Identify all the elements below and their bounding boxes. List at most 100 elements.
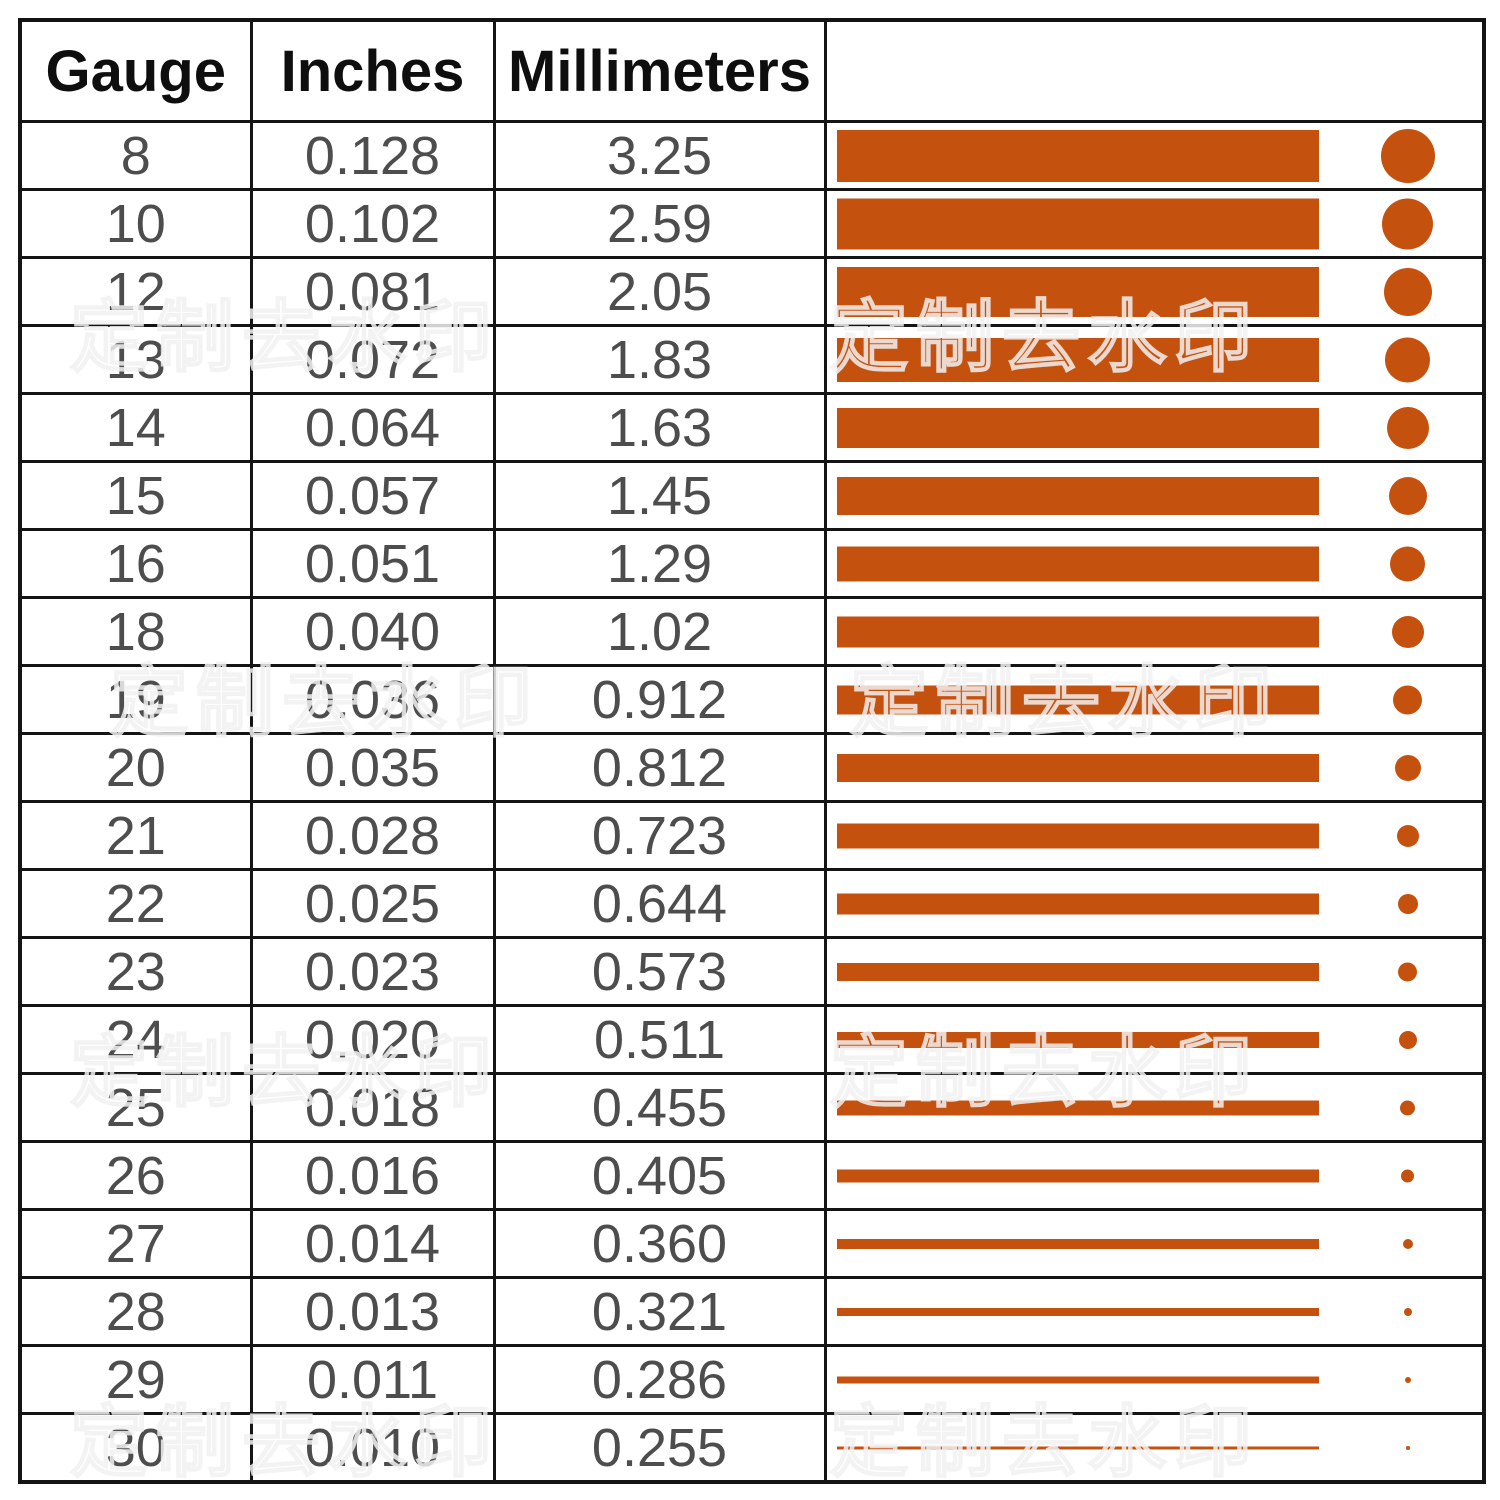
wire-cross-section-dot bbox=[1393, 685, 1422, 714]
gauge-cell: 22 bbox=[18, 868, 253, 939]
table-row: 20 0.035 0.812 bbox=[18, 732, 1486, 803]
wire-visual-cell bbox=[823, 1412, 1486, 1484]
wire-cross-section-dot bbox=[1388, 476, 1427, 515]
table-body: 8 0.128 3.25 10 0.102 2.59 12 0.081 2.05 13 0.072 1… bbox=[18, 120, 1486, 1484]
inches-cell: 0.023 bbox=[249, 936, 496, 1007]
inches-cell: 0.072 bbox=[249, 324, 496, 395]
wire-visual-cell bbox=[823, 392, 1486, 463]
table-row: 22 0.025 0.644 bbox=[18, 868, 1486, 939]
inches-cell: 0.040 bbox=[249, 596, 496, 667]
gauge-cell: 15 bbox=[18, 460, 253, 531]
table-row: 28 0.013 0.321 bbox=[18, 1276, 1486, 1347]
wire-thickness-bar bbox=[836, 1100, 1319, 1115]
millimeters-cell: 1.45 bbox=[492, 460, 827, 531]
wire-visual-cell bbox=[823, 1208, 1486, 1279]
table-row: 13 0.072 1.83 bbox=[18, 324, 1486, 395]
inches-cell: 0.128 bbox=[249, 120, 496, 191]
header-row: Gauge Inches Millimeters bbox=[18, 18, 1486, 123]
wire-thickness-bar bbox=[836, 1446, 1319, 1449]
millimeters-cell: 2.59 bbox=[492, 188, 827, 259]
inches-cell: 0.014 bbox=[249, 1208, 496, 1279]
header-visual bbox=[823, 18, 1486, 123]
table-row: 19 0.036 0.912 bbox=[18, 664, 1486, 735]
table-row: 29 0.011 0.286 bbox=[18, 1344, 1486, 1415]
wire-thickness-bar bbox=[836, 1307, 1319, 1316]
wire-cross-section-dot bbox=[1398, 962, 1417, 981]
inches-cell: 0.064 bbox=[249, 392, 496, 463]
millimeters-cell: 0.286 bbox=[492, 1344, 827, 1415]
wire-visual-cell bbox=[823, 596, 1486, 667]
wire-visual-cell bbox=[823, 460, 1486, 531]
wire-cross-section-dot bbox=[1402, 1238, 1413, 1249]
millimeters-cell: 0.812 bbox=[492, 732, 827, 803]
wire-visual-cell bbox=[823, 868, 1486, 939]
wire-visual-cell bbox=[823, 324, 1486, 395]
millimeters-cell: 0.511 bbox=[492, 1004, 827, 1075]
wire-cross-section-dot bbox=[1382, 198, 1433, 249]
millimeters-cell: 1.63 bbox=[492, 392, 827, 463]
table-row: 10 0.102 2.59 bbox=[18, 188, 1486, 259]
inches-cell: 0.081 bbox=[249, 256, 496, 327]
wire-visual-cell bbox=[823, 1140, 1486, 1211]
table-row: 8 0.128 3.25 bbox=[18, 120, 1486, 191]
wire-cross-section-dot bbox=[1400, 1100, 1415, 1115]
table-row: 26 0.016 0.405 bbox=[18, 1140, 1486, 1211]
gauge-cell: 23 bbox=[18, 936, 253, 1007]
wire-visual-cell bbox=[823, 120, 1486, 191]
wire-visual-cell bbox=[823, 664, 1486, 735]
millimeters-cell: 0.360 bbox=[492, 1208, 827, 1279]
millimeters-cell: 1.29 bbox=[492, 528, 827, 599]
wire-cross-section-dot bbox=[1385, 337, 1430, 382]
millimeters-cell: 0.644 bbox=[492, 868, 827, 939]
gauge-cell: 27 bbox=[18, 1208, 253, 1279]
millimeters-cell: 2.05 bbox=[492, 256, 827, 327]
wire-cross-section-dot bbox=[1397, 893, 1418, 914]
wire-cross-section-dot bbox=[1390, 546, 1425, 581]
header-inches: Inches bbox=[249, 18, 496, 123]
millimeters-cell: 1.02 bbox=[492, 596, 827, 667]
wire-cross-section-dot bbox=[1396, 824, 1419, 847]
wire-visual-cell bbox=[823, 528, 1486, 599]
table-row: 16 0.051 1.29 bbox=[18, 528, 1486, 599]
inches-cell: 0.020 bbox=[249, 1004, 496, 1075]
wire-cross-section-dot bbox=[1383, 267, 1432, 316]
table-row: 12 0.081 2.05 bbox=[18, 256, 1486, 327]
wire-visual-cell bbox=[823, 800, 1486, 871]
gauge-cell: 24 bbox=[18, 1004, 253, 1075]
gauge-cell: 28 bbox=[18, 1276, 253, 1347]
wire-visual-cell bbox=[823, 1276, 1486, 1347]
wire-cross-section-dot bbox=[1398, 1030, 1417, 1049]
wire-thickness-bar bbox=[836, 616, 1319, 647]
wire-thickness-bar bbox=[836, 753, 1319, 782]
wire-cross-section-dot bbox=[1405, 1445, 1410, 1450]
gauge-cell: 16 bbox=[18, 528, 253, 599]
wire-visual-cell bbox=[823, 1004, 1486, 1075]
gauge-cell: 21 bbox=[18, 800, 253, 871]
wire-cross-section-dot bbox=[1403, 1307, 1412, 1316]
wire-thickness-bar bbox=[836, 407, 1319, 448]
inches-cell: 0.016 bbox=[249, 1140, 496, 1211]
header-gauge: Gauge bbox=[18, 18, 253, 123]
millimeters-cell: 1.83 bbox=[492, 324, 827, 395]
table-row: 14 0.064 1.63 bbox=[18, 392, 1486, 463]
wire-cross-section-dot bbox=[1391, 615, 1424, 648]
inches-cell: 0.051 bbox=[249, 528, 496, 599]
gauge-cell: 29 bbox=[18, 1344, 253, 1415]
gauge-cell: 30 bbox=[18, 1412, 253, 1484]
wire-cross-section-dot bbox=[1394, 754, 1421, 781]
wire-cross-section-dot bbox=[1404, 1376, 1411, 1383]
wire-visual-cell bbox=[823, 1072, 1486, 1143]
wire-thickness-bar bbox=[836, 893, 1319, 914]
gauge-cell: 26 bbox=[18, 1140, 253, 1211]
wire-visual-cell bbox=[823, 936, 1486, 1007]
wire-thickness-bar bbox=[836, 546, 1319, 581]
gauge-cell: 25 bbox=[18, 1072, 253, 1143]
wire-thickness-bar bbox=[836, 476, 1319, 515]
gauge-cell: 18 bbox=[18, 596, 253, 667]
millimeters-cell: 0.455 bbox=[492, 1072, 827, 1143]
millimeters-cell: 0.321 bbox=[492, 1276, 827, 1347]
table-row: 21 0.028 0.723 bbox=[18, 800, 1486, 871]
table-row: 27 0.014 0.360 bbox=[18, 1208, 1486, 1279]
wire-thickness-bar bbox=[836, 337, 1319, 382]
wire-thickness-bar bbox=[836, 129, 1319, 182]
